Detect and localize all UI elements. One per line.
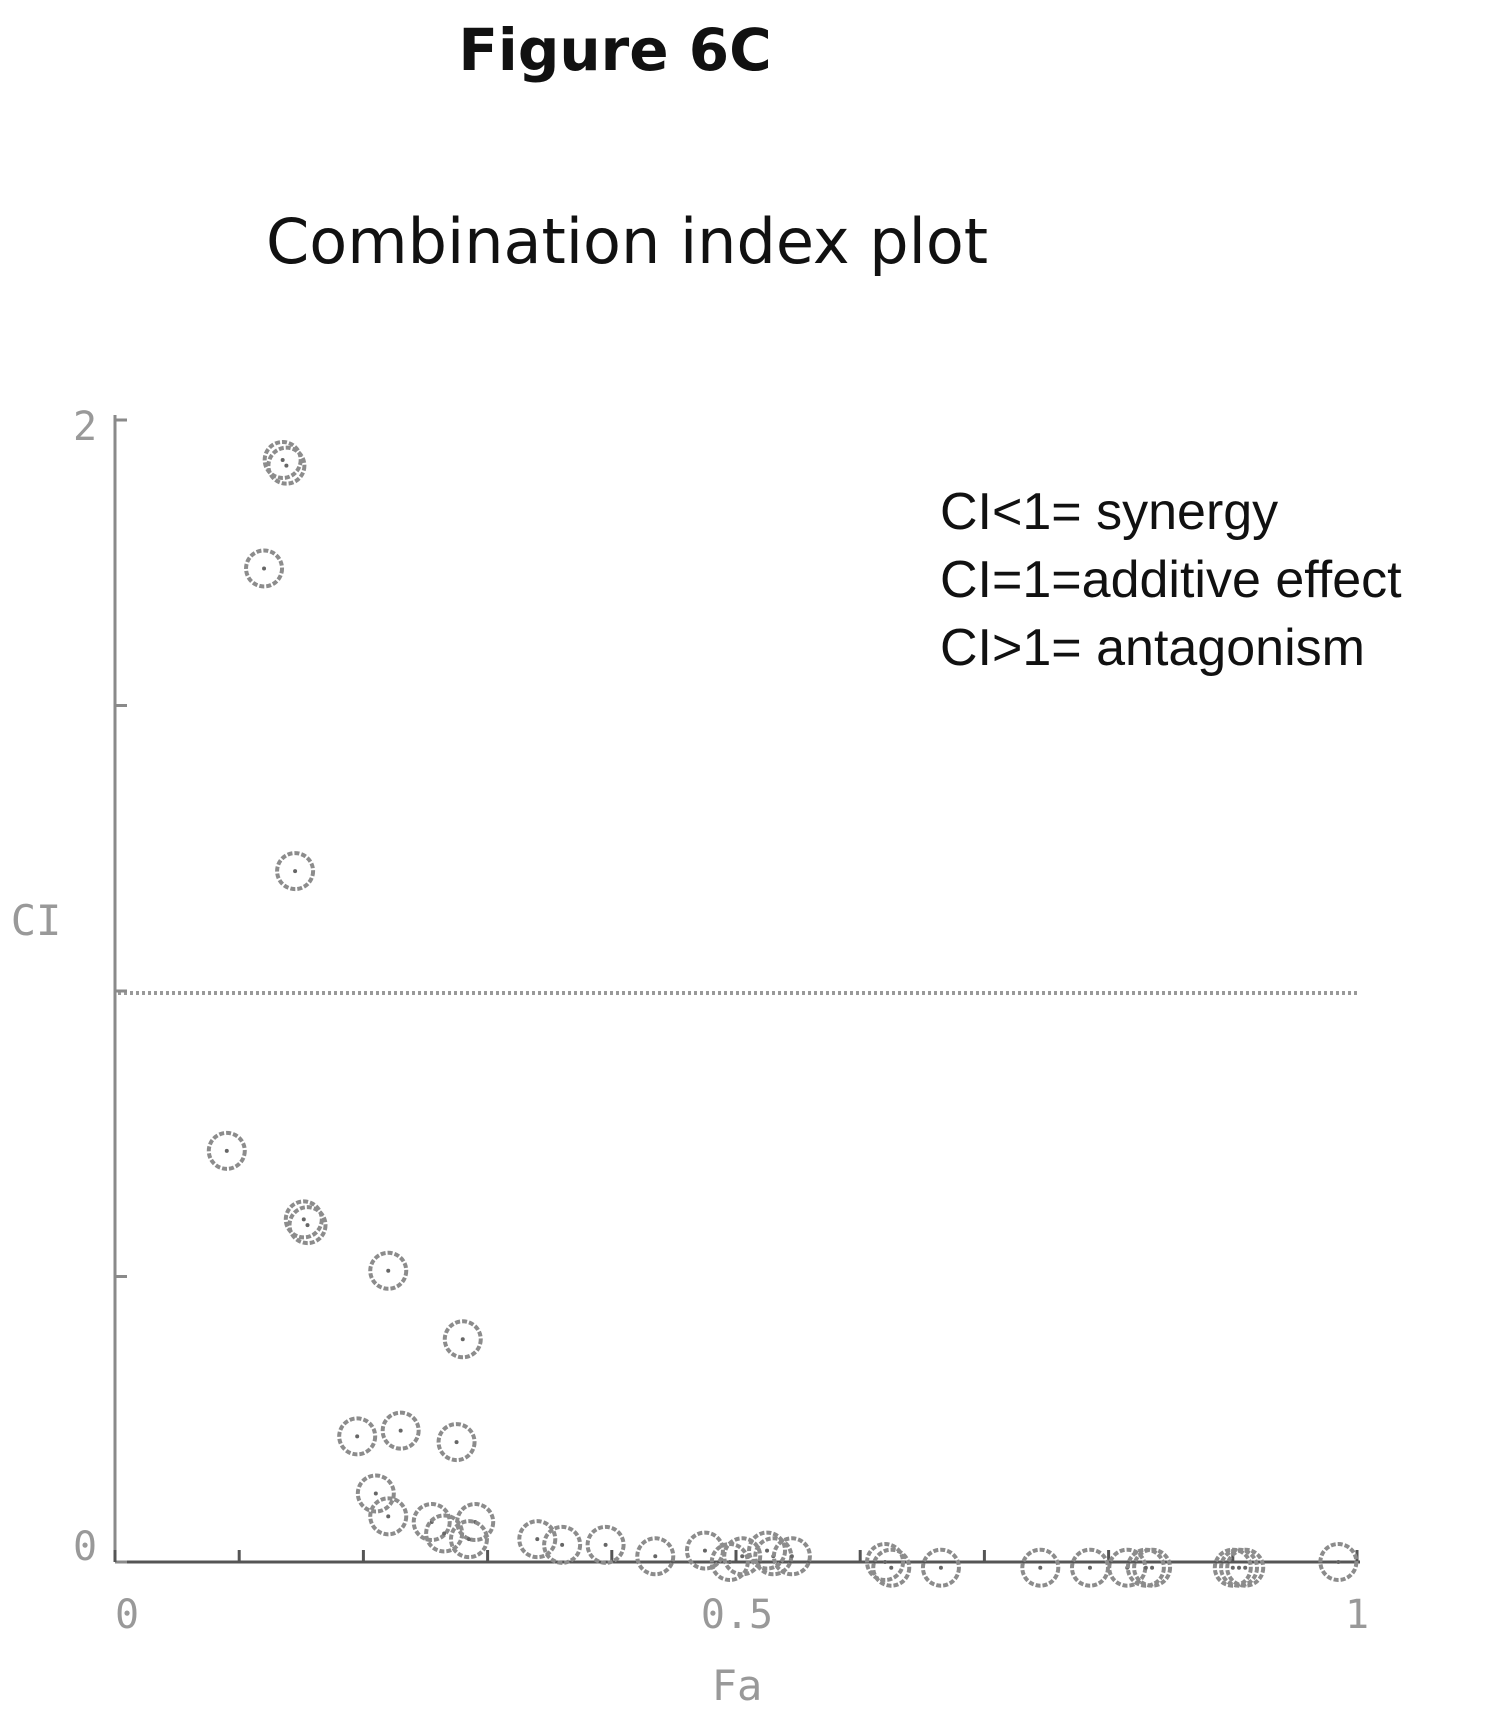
x-tick-label-0-5: 0.5 bbox=[701, 1592, 773, 1638]
data-point-center-0 bbox=[280, 457, 285, 462]
data-point-center-32 bbox=[1087, 1565, 1092, 1570]
data-point-center-8 bbox=[460, 1337, 465, 1342]
data-point-center-29 bbox=[889, 1565, 894, 1570]
data-point-10 bbox=[380, 1410, 421, 1451]
data-point-8 bbox=[442, 1319, 483, 1360]
data-point-center-38 bbox=[1243, 1565, 1248, 1570]
ci-legend: CI<1= synergy CI=1=additive effect CI>1=… bbox=[940, 478, 1402, 682]
data-point-30 bbox=[920, 1547, 961, 1588]
data-point-7 bbox=[368, 1250, 409, 1291]
data-point-center-13 bbox=[386, 1514, 391, 1519]
data-point-center-36 bbox=[1230, 1565, 1235, 1570]
data-point-center-4 bbox=[224, 1148, 229, 1153]
data-point-center-31 bbox=[1038, 1565, 1043, 1570]
y-ticks bbox=[115, 418, 127, 1564]
y-tick-label-0: 0 bbox=[73, 1524, 97, 1570]
data-point-center-20 bbox=[603, 1542, 608, 1547]
figure-label: Figure 6C bbox=[458, 16, 772, 84]
data-point-center-2 bbox=[262, 566, 267, 571]
data-point-center-15 bbox=[442, 1531, 447, 1536]
chart-title: Combination index plot bbox=[266, 205, 989, 278]
data-point-1 bbox=[266, 445, 307, 486]
data-point-center-1 bbox=[284, 463, 289, 468]
data-point-center-17 bbox=[466, 1537, 471, 1542]
x-tick-label-0: 0 bbox=[115, 1592, 139, 1638]
legend-additive: CI=1=additive effect bbox=[940, 551, 1402, 609]
data-point-14 bbox=[411, 1502, 452, 1543]
data-point-31 bbox=[1020, 1547, 1061, 1588]
x-ticks bbox=[113, 1550, 1359, 1562]
data-point-center-34 bbox=[1143, 1565, 1148, 1570]
data-point-25 bbox=[747, 1530, 788, 1571]
data-point-center-7 bbox=[386, 1268, 391, 1273]
data-point-17 bbox=[448, 1519, 489, 1560]
data-point-center-28 bbox=[883, 1560, 888, 1564]
data-point-6 bbox=[287, 1205, 328, 1246]
data-point-center-21 bbox=[653, 1554, 658, 1559]
data-point-12 bbox=[355, 1473, 396, 1514]
data-point-center-37 bbox=[1237, 1565, 1242, 1570]
data-point-22 bbox=[684, 1530, 725, 1571]
data-point-center-35 bbox=[1150, 1565, 1155, 1570]
data-point-center-12 bbox=[373, 1491, 378, 1496]
y-tick-label-2: 2 bbox=[73, 404, 97, 450]
data-point-center-19 bbox=[560, 1542, 565, 1547]
data-point-center-3 bbox=[293, 869, 298, 874]
data-point-center-24 bbox=[740, 1554, 745, 1559]
data-point-28 bbox=[865, 1542, 906, 1582]
data-point-13 bbox=[368, 1496, 409, 1537]
data-point-27 bbox=[771, 1536, 812, 1577]
data-point-center-25 bbox=[765, 1548, 770, 1553]
data-point-center-27 bbox=[789, 1554, 794, 1559]
data-point-39 bbox=[1318, 1542, 1359, 1582]
data-point-20 bbox=[585, 1524, 626, 1565]
data-point-11 bbox=[436, 1422, 477, 1463]
data-point-center-9 bbox=[355, 1434, 360, 1439]
data-point-center-39 bbox=[1336, 1560, 1341, 1564]
data-point-center-5 bbox=[301, 1217, 306, 1222]
data-point-2 bbox=[244, 548, 285, 589]
x-tick-label-1: 1 bbox=[1345, 1592, 1369, 1638]
data-point-24 bbox=[722, 1536, 763, 1577]
data-point-35 bbox=[1132, 1547, 1173, 1588]
data-point-center-6 bbox=[305, 1223, 310, 1228]
data-point-16 bbox=[455, 1502, 496, 1543]
data-point-center-22 bbox=[702, 1548, 707, 1553]
data-point-0 bbox=[262, 439, 303, 480]
data-point-center-18 bbox=[535, 1537, 540, 1542]
data-point-38 bbox=[1225, 1547, 1266, 1588]
data-point-21 bbox=[635, 1536, 676, 1577]
data-point-center-11 bbox=[454, 1440, 459, 1445]
legend-antagonism: CI>1= antagonism bbox=[940, 619, 1365, 677]
data-point-center-10 bbox=[398, 1428, 403, 1433]
data-point-4 bbox=[206, 1130, 247, 1171]
x-axis-label: Fa bbox=[712, 1661, 763, 1709]
data-point-9 bbox=[337, 1416, 378, 1457]
data-points bbox=[206, 439, 1359, 1588]
data-point-center-30 bbox=[938, 1565, 943, 1570]
data-point-3 bbox=[275, 851, 316, 892]
data-point-5 bbox=[283, 1199, 324, 1240]
data-point-18 bbox=[517, 1519, 558, 1560]
legend-synergy: CI<1= synergy bbox=[940, 483, 1279, 541]
data-point-center-23 bbox=[727, 1560, 732, 1564]
y-axis-label: CI bbox=[11, 896, 62, 945]
data-point-29 bbox=[871, 1547, 912, 1588]
data-point-19 bbox=[542, 1524, 583, 1565]
